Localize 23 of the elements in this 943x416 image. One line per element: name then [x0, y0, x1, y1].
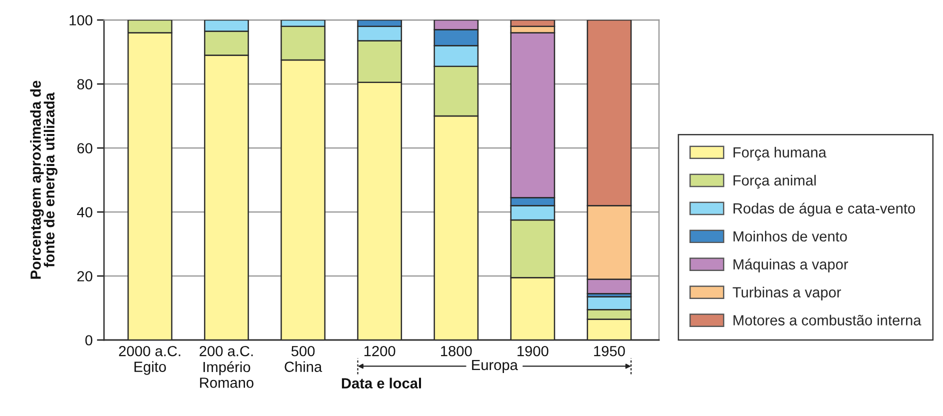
x-tick-label: 2000 a.C. Egito — [119, 346, 180, 375]
x-tick-label: 1900 — [518, 346, 548, 356]
y-tick-label: 100 — [70, 15, 92, 26]
legend-label: Máquinas a vapor — [734, 258, 848, 272]
x-tick-label: 1800 — [441, 346, 472, 356]
legend-label: Turbinas a vapor — [732, 286, 842, 300]
y-tick-label: 80 — [77, 79, 92, 90]
legend-label: Moinhos de vento — [734, 230, 847, 242]
legend-label: Motores a combustão interna — [734, 314, 922, 326]
x-tick-label: 1200 — [364, 346, 396, 356]
text: Europa — [472, 360, 518, 374]
y-tick-label: 20 — [77, 271, 92, 282]
x-tick-label: 1950 — [594, 346, 625, 356]
legend-label: Força humana — [734, 146, 826, 160]
x-tick-label: 500 China — [284, 346, 322, 372]
y-tick-label: 40 — [77, 207, 92, 218]
y-tick-label: 0 — [85, 335, 92, 346]
y-axis-title: Porcentagem aproximada de fonte de energia utilizada — [30, 80, 58, 279]
x-tick-label: 200 a.C. Império Romano — [200, 346, 254, 388]
x-axis-title: Data e local — [342, 378, 421, 388]
legend-label: Força animal — [734, 174, 816, 189]
y-tick-label: 60 — [77, 143, 92, 154]
legend-label: Rodas de água e cata-vento — [734, 202, 916, 216]
